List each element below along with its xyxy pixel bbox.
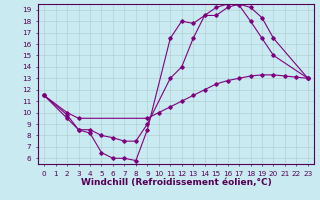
X-axis label: Windchill (Refroidissement éolien,°C): Windchill (Refroidissement éolien,°C): [81, 178, 271, 187]
